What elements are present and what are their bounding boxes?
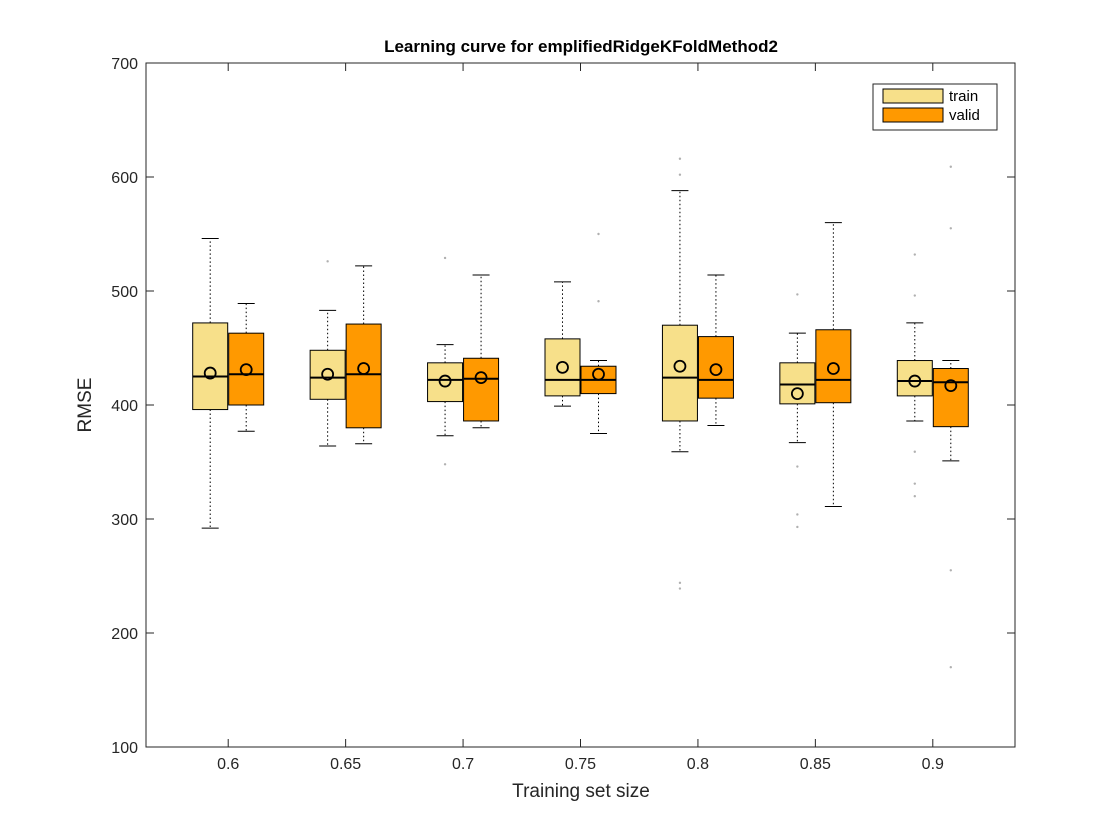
- mean-marker: [826, 362, 840, 375]
- y-tick-label: 600: [111, 170, 138, 187]
- outlier-point: [913, 294, 916, 297]
- y-tick-label: 300: [111, 512, 138, 529]
- train-box-0.6: [192, 238, 229, 529]
- plot-area: [145, 62, 1016, 748]
- legend: train valid: [872, 83, 998, 131]
- outlier-point: [796, 513, 799, 516]
- x-axis-label: Training set size: [512, 781, 650, 802]
- box: [309, 349, 346, 400]
- outlier-point: [678, 157, 682, 160]
- valid-box-0.8: [697, 274, 734, 427]
- mean-marker: [556, 360, 569, 374]
- mean-marker: [709, 363, 723, 377]
- mean-marker: [908, 374, 922, 388]
- legend-swatch-train: [882, 88, 944, 104]
- outlier-point: [913, 450, 916, 453]
- outlier-point: [949, 227, 952, 230]
- train-box-0.75: [544, 281, 581, 407]
- outlier-point: [949, 165, 952, 168]
- outlier-point: [678, 581, 682, 585]
- outlier-point: [597, 300, 600, 303]
- y-tick-label: 500: [111, 284, 138, 301]
- box: [896, 360, 933, 397]
- mean-marker: [203, 366, 217, 380]
- box: [661, 324, 698, 422]
- box: [697, 336, 734, 399]
- y-tick-label: 400: [111, 398, 138, 415]
- outlier-point: [678, 173, 682, 176]
- mean-marker: [321, 367, 335, 381]
- outlier-point: [796, 465, 799, 468]
- mean-marker: [474, 371, 488, 385]
- outlier-point: [443, 463, 447, 466]
- y-axis-label: RMSE: [75, 378, 96, 433]
- x-axis: 0.6 0.65 0.7 0.75 0.8 0.85 0.9: [217, 63, 944, 773]
- x-tick-label: 0.6: [217, 756, 239, 773]
- valid-box-0.9: [932, 165, 969, 669]
- mean-marker: [438, 374, 452, 388]
- x-tick-label: 0.7: [452, 756, 474, 773]
- valid-box-0.6: [228, 303, 265, 432]
- valid-box-0.65: [345, 265, 382, 445]
- y-tick-label: 200: [111, 626, 138, 643]
- box: [463, 357, 500, 422]
- valid-box-0.85: [815, 222, 852, 507]
- train-box-0.65: [309, 260, 346, 447]
- valid-box-0.7: [463, 274, 500, 429]
- train-box-0.9: [896, 253, 933, 498]
- x-tick-label: 0.9: [922, 756, 944, 773]
- outlier-point: [913, 482, 916, 485]
- x-tick-label: 0.75: [565, 756, 596, 773]
- outlier-point: [678, 587, 682, 590]
- x-tick-label: 0.85: [800, 756, 831, 773]
- chart-title: Learning curve for emplifiedRidgeKFoldMe…: [384, 37, 778, 56]
- box: [192, 322, 229, 411]
- y-axis: 100 200 300 400 500 600 700: [111, 56, 1015, 757]
- train-box-0.7: [427, 256, 464, 466]
- x-tick-label: 0.8: [687, 756, 709, 773]
- box: [815, 329, 852, 404]
- box: [544, 338, 581, 397]
- legend-label-valid: valid: [949, 107, 980, 124]
- box: [427, 362, 464, 403]
- outlier-point: [796, 525, 799, 529]
- mean-marker: [944, 379, 958, 393]
- outlier-point: [443, 256, 447, 260]
- mean-marker: [239, 363, 253, 377]
- y-tick-label: 100: [111, 740, 138, 757]
- outlier-point: [913, 495, 916, 498]
- outlier-point: [949, 666, 952, 669]
- legend-swatch-valid: [882, 107, 944, 123]
- x-tick-label: 0.65: [330, 756, 361, 773]
- box: [345, 323, 382, 429]
- box: [932, 368, 969, 428]
- outlier-point: [796, 293, 799, 296]
- legend-label-train: train: [949, 88, 978, 105]
- train-box-0.8: [661, 157, 698, 590]
- outlier-point: [597, 232, 600, 236]
- outlier-point: [326, 260, 329, 263]
- mean-marker: [673, 359, 687, 373]
- mean-marker: [592, 367, 605, 381]
- box-series: [192, 157, 969, 669]
- train-box-0.85: [779, 293, 816, 529]
- outlier-point: [913, 253, 916, 256]
- mean-marker: [790, 387, 804, 401]
- y-tick-label: 700: [111, 56, 138, 73]
- outlier-point: [949, 569, 952, 572]
- mean-marker: [357, 362, 371, 375]
- box: [779, 362, 816, 405]
- box: [228, 332, 265, 406]
- valid-box-0.75: [580, 232, 617, 434]
